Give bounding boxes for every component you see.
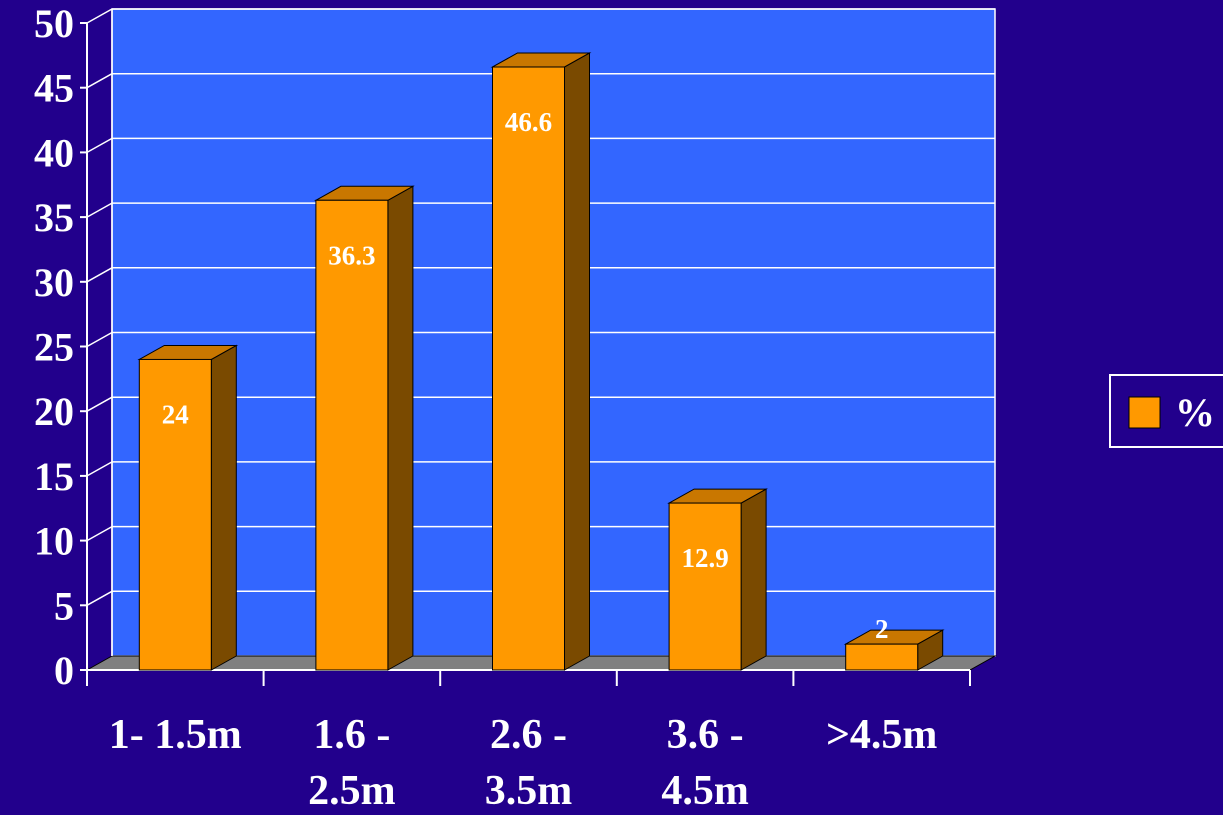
bar [490, 52, 592, 671]
gridline-wall [86, 8, 113, 24]
bar-front [668, 502, 742, 671]
x-axis-tick-labels: 1- 1.5m 1.6 - 2.5m 2.6 - 3.5m 3.6 - 4.5m >4.5m [109, 712, 938, 814]
gridline-wall [86, 267, 113, 283]
bar-side [740, 488, 767, 671]
data-label: 36.3 [328, 240, 375, 270]
y-tick-label: 5 [54, 583, 74, 628]
y-tick-label: 30 [34, 260, 74, 305]
bar-side [564, 52, 590, 671]
y-tick-label: 20 [34, 389, 74, 434]
bar [843, 629, 945, 671]
gridline-wall [86, 137, 113, 154]
x-tick-label: 4.5m [661, 768, 749, 814]
x-tick-label: 3.6 - [667, 712, 744, 758]
y-tick-label: 50 [34, 1, 74, 46]
legend: % [1109, 374, 1223, 448]
y-tick-label: 45 [34, 66, 74, 111]
y-tick-label: 40 [34, 130, 74, 175]
bar-front [315, 199, 389, 671]
x-tick-label: 3.5m [485, 768, 573, 814]
x-tick-label: >4.5m [826, 712, 937, 758]
bar-side [387, 185, 414, 671]
gridline-wall [86, 396, 113, 412]
data-label: 12.9 [681, 543, 728, 573]
y-tick-label: 35 [34, 195, 74, 240]
bar-front [845, 643, 919, 671]
data-label: 46.6 [505, 107, 552, 137]
y-tick-label: 25 [34, 325, 74, 370]
bar-side [210, 344, 237, 671]
y-tick-label: 0 [54, 648, 74, 693]
axes [80, 9, 971, 686]
bar-front [138, 358, 212, 671]
x-tick-label: 2.6 - [490, 712, 567, 758]
bar [667, 488, 769, 671]
x-tick-label: 1- 1.5m [109, 712, 242, 758]
data-label: 24 [162, 399, 189, 429]
gridline-wall [86, 331, 113, 348]
gridline-wall [86, 590, 113, 606]
bar [313, 185, 415, 671]
x-tick-label: 2.5m [308, 768, 396, 814]
legend-box [1109, 374, 1223, 448]
bar-front [492, 66, 565, 671]
gridline-wall [86, 202, 113, 218]
legend-label: % [1175, 390, 1215, 435]
y-tick-label: 10 [34, 519, 74, 564]
gridline-wall [86, 73, 113, 89]
gridline-wall [86, 461, 113, 477]
data-label: 2 [875, 614, 889, 644]
bars: 24 36.3 46.6 12.9 2 [137, 52, 945, 671]
bar [137, 344, 239, 671]
gridline-wall [86, 525, 113, 542]
legend-swatch [1128, 396, 1161, 429]
x-tick-label: 1.6 - [313, 712, 390, 758]
y-tick-label: 15 [34, 454, 74, 499]
y-axis-tick-labels: 0 5 10 15 20 25 30 35 40 45 50 [34, 1, 74, 693]
